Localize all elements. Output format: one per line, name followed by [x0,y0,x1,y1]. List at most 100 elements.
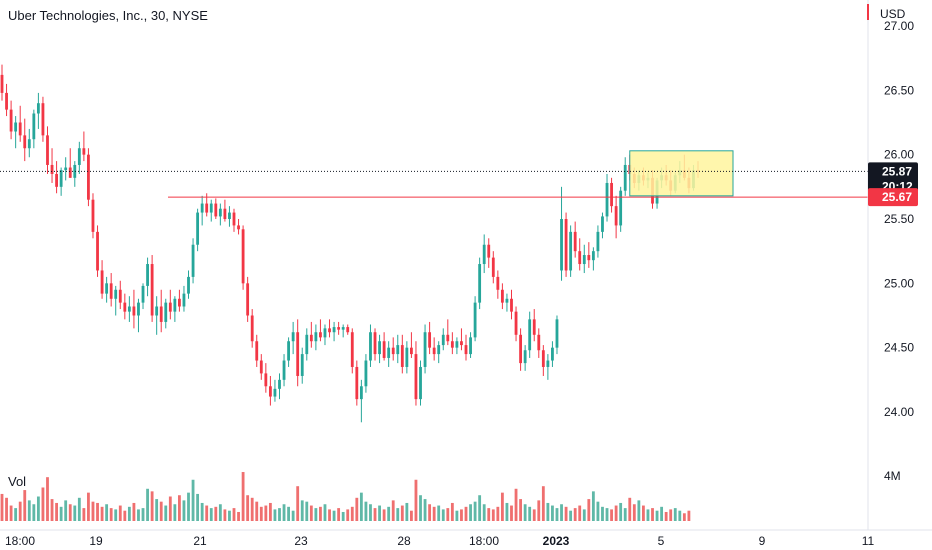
candle-body [228,212,231,219]
candle-body [482,244,486,265]
candle [555,315,559,355]
candle [96,225,99,277]
y-tick-label: 27.00 [884,19,914,33]
candle-body [587,255,591,261]
volume-bar [473,501,477,521]
volume-bar [146,488,149,521]
highlight-rectangle[interactable] [629,150,734,197]
volume-bar [118,505,122,521]
candle [27,128,31,158]
candle-body [569,231,573,271]
volume-bar [669,509,673,521]
candle [64,157,68,181]
candle-body [510,298,513,312]
volume-bar [441,509,445,521]
volume-bar [323,504,327,521]
candle [514,306,518,342]
candle-body [391,347,395,355]
volume-bar [14,508,18,521]
x-tick-label: 2023 [543,534,570,548]
candle [478,257,482,310]
candle-body [350,332,354,367]
candle [346,324,350,335]
candle [405,341,409,374]
candle [250,309,254,348]
candle [141,283,145,310]
volume-bar [41,487,45,521]
candle [100,260,104,299]
candle-body [337,327,341,330]
candle-body [150,264,154,316]
candle-body [341,327,345,330]
volume-bar [423,499,427,521]
candle [387,341,391,367]
candle [564,212,568,277]
candle-body [132,306,136,316]
candle-body [182,293,186,307]
candle [378,334,381,364]
volume-bar [268,502,272,521]
candle [214,198,218,219]
volume-bar [255,501,259,521]
volume-bar [191,479,195,521]
volume-bar [46,477,49,521]
candle [428,321,432,355]
candle-body [73,164,77,178]
candle-body [23,135,27,149]
volume-bar [23,490,27,521]
candle [332,321,336,342]
candle-body [560,219,563,271]
volume-bar [32,504,36,521]
candle-body [491,257,495,277]
x-tick-label: 21 [193,534,207,548]
volume-bar [9,505,13,521]
y-tick-label: 26.00 [884,148,914,162]
volume-bar [246,495,250,521]
y-tick-label: 26.50 [884,83,914,97]
candle-body [537,334,541,351]
candle [591,247,595,271]
candle [450,332,454,355]
candle [209,199,213,222]
volume-bar [77,497,81,521]
candle [309,321,313,348]
candle-body [9,109,13,132]
x-tick-label: 5 [658,534,665,548]
candle [328,319,331,338]
volume-bar [109,508,113,521]
candle-body [77,148,81,165]
volume-bar [487,508,491,521]
candle-body [82,148,86,155]
candle-body [168,302,172,312]
candle-body [187,276,190,294]
volume-bar [309,505,313,521]
volume-bar [273,509,277,521]
volume-bar [491,509,495,521]
candle-body [519,334,522,364]
candle-body [155,306,159,316]
candle-body [91,199,95,232]
candle-body [601,216,604,232]
candle [623,157,627,196]
candle-body [241,229,245,284]
candle-body [437,345,441,355]
candle-body [446,334,450,342]
x-tick-label: 9 [759,534,766,548]
candle-body [414,354,418,400]
volume-bar [537,500,541,521]
candle [150,255,154,322]
volume-bar [59,506,63,521]
volume-bar [387,506,391,521]
volume-bar [619,502,623,521]
volume-bar [369,504,372,521]
volume-bar [391,500,395,521]
candle [55,161,58,194]
candle [337,321,341,335]
volume-bar [355,497,359,521]
volume-bar [428,504,432,521]
candle [305,328,309,361]
candle-body [332,327,336,333]
candle [396,334,400,364]
candle [118,280,122,310]
